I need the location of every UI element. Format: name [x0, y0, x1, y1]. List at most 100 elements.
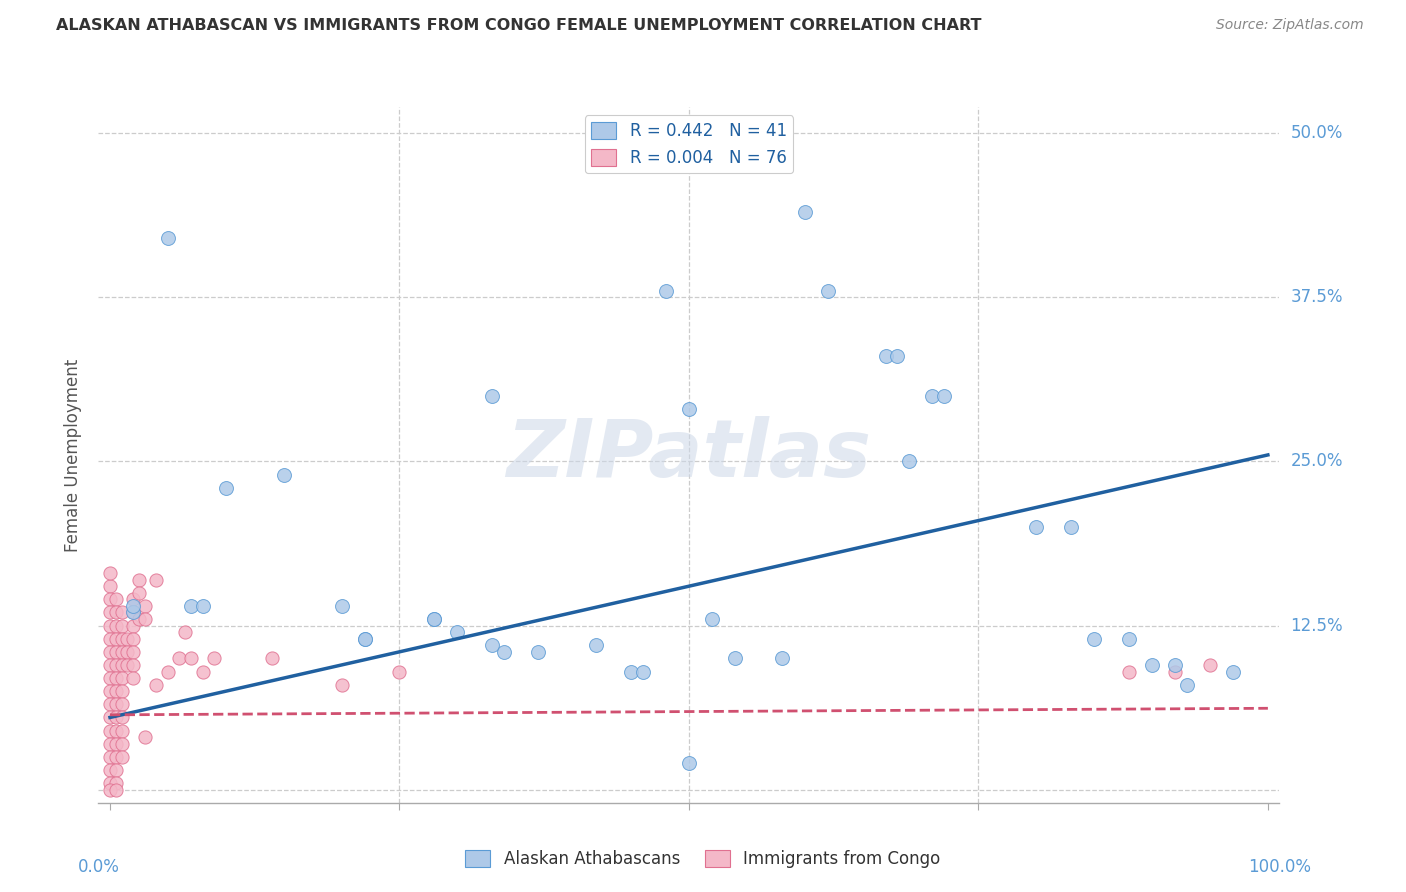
- Text: ALASKAN ATHABASCAN VS IMMIGRANTS FROM CONGO FEMALE UNEMPLOYMENT CORRELATION CHAR: ALASKAN ATHABASCAN VS IMMIGRANTS FROM CO…: [56, 18, 981, 33]
- Point: [492, 645, 515, 659]
- Point: [273, 467, 295, 482]
- Point: [330, 678, 353, 692]
- Point: [104, 737, 127, 751]
- Point: [620, 665, 643, 679]
- Point: [98, 684, 121, 698]
- Point: [1164, 657, 1187, 672]
- Point: [98, 566, 121, 580]
- Point: [110, 645, 132, 659]
- Point: [98, 776, 121, 790]
- Point: [145, 573, 167, 587]
- Point: [655, 284, 678, 298]
- Point: [481, 638, 503, 652]
- Point: [104, 710, 127, 724]
- Point: [128, 612, 150, 626]
- Legend: Alaskan Athabascans, Immigrants from Congo: Alaskan Athabascans, Immigrants from Con…: [458, 843, 948, 875]
- Point: [353, 632, 375, 646]
- Point: [215, 481, 238, 495]
- Point: [110, 737, 132, 751]
- Point: [98, 763, 121, 777]
- Point: [191, 665, 214, 679]
- Point: [110, 618, 132, 632]
- Point: [156, 665, 179, 679]
- Point: [875, 350, 897, 364]
- Point: [932, 389, 955, 403]
- Point: [98, 657, 121, 672]
- Point: [122, 592, 145, 607]
- Point: [678, 756, 700, 771]
- Text: Source: ZipAtlas.com: Source: ZipAtlas.com: [1216, 18, 1364, 32]
- Point: [388, 665, 411, 679]
- Point: [128, 586, 150, 600]
- Point: [104, 645, 127, 659]
- Legend: R = 0.442   N = 41, R = 0.004   N = 76: R = 0.442 N = 41, R = 0.004 N = 76: [585, 115, 793, 173]
- Point: [110, 606, 132, 620]
- Point: [817, 284, 839, 298]
- Point: [98, 618, 121, 632]
- Point: [98, 592, 121, 607]
- Point: [886, 350, 908, 364]
- Point: [1199, 657, 1222, 672]
- Point: [423, 612, 446, 626]
- Point: [110, 684, 132, 698]
- Point: [104, 618, 127, 632]
- Point: [98, 710, 121, 724]
- Point: [98, 723, 121, 738]
- Point: [1222, 665, 1244, 679]
- Point: [1140, 657, 1163, 672]
- Point: [110, 632, 132, 646]
- Point: [98, 579, 121, 593]
- Point: [104, 782, 127, 797]
- Point: [104, 763, 127, 777]
- Point: [104, 684, 127, 698]
- Point: [122, 606, 145, 620]
- Point: [104, 723, 127, 738]
- Point: [353, 632, 375, 646]
- Point: [110, 657, 132, 672]
- Point: [104, 749, 127, 764]
- Point: [110, 723, 132, 738]
- Point: [724, 651, 747, 665]
- Point: [98, 749, 121, 764]
- Point: [180, 599, 202, 613]
- Point: [117, 657, 139, 672]
- Point: [98, 737, 121, 751]
- Point: [191, 599, 214, 613]
- Point: [110, 671, 132, 685]
- Text: 37.5%: 37.5%: [1291, 288, 1343, 306]
- Point: [700, 612, 723, 626]
- Point: [104, 606, 127, 620]
- Point: [122, 632, 145, 646]
- Point: [921, 389, 943, 403]
- Point: [631, 665, 654, 679]
- Point: [481, 389, 503, 403]
- Text: 50.0%: 50.0%: [1291, 124, 1343, 143]
- Point: [98, 671, 121, 685]
- Text: ZIPatlas: ZIPatlas: [506, 416, 872, 494]
- Point: [446, 625, 468, 640]
- Text: 0.0%: 0.0%: [77, 858, 120, 877]
- Point: [174, 625, 197, 640]
- Point: [134, 730, 156, 744]
- Point: [202, 651, 225, 665]
- Point: [1083, 632, 1105, 646]
- Text: 12.5%: 12.5%: [1291, 616, 1343, 634]
- Point: [98, 606, 121, 620]
- Point: [1118, 665, 1140, 679]
- Point: [122, 618, 145, 632]
- Point: [104, 698, 127, 712]
- Point: [262, 651, 284, 665]
- Point: [585, 638, 607, 652]
- Point: [1175, 678, 1198, 692]
- Point: [122, 599, 145, 613]
- Point: [793, 205, 815, 219]
- Point: [1025, 520, 1047, 534]
- Point: [330, 599, 353, 613]
- Point: [527, 645, 550, 659]
- Point: [98, 632, 121, 646]
- Point: [1118, 632, 1140, 646]
- Point: [104, 632, 127, 646]
- Point: [678, 401, 700, 416]
- Point: [1164, 665, 1187, 679]
- Point: [122, 671, 145, 685]
